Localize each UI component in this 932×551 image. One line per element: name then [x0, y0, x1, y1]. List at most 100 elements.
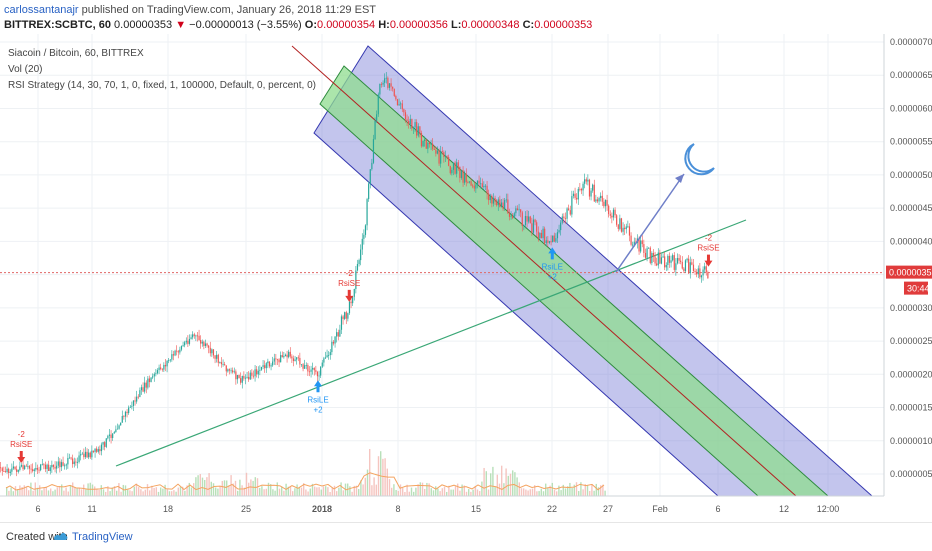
candle-body: [449, 165, 451, 174]
candle-body: [630, 235, 632, 245]
volume-bar: [292, 491, 294, 496]
volume-bar: [69, 485, 72, 496]
volume-bar: [61, 484, 63, 496]
candle-body: [204, 343, 207, 346]
candle-body: [0, 467, 2, 469]
volume-bar: [571, 488, 573, 496]
sell-arrow-icon: [345, 289, 354, 302]
current-price-label: 0.00000353: [889, 268, 932, 278]
volume-bar: [355, 485, 358, 496]
candle-body: [648, 247, 650, 249]
volume-bar: [193, 483, 195, 496]
candle-body: [443, 152, 445, 157]
buy-arrow-icon: [314, 380, 322, 393]
candle-body: [376, 114, 378, 121]
volume-bar: [19, 485, 21, 496]
price-chart[interactable]: RsiLERsiSE-2RsiLE+2RsiSE-2RsiLE+2RsiSE-2…: [0, 34, 932, 522]
volume-bar: [6, 487, 8, 496]
candle-body: [532, 219, 535, 233]
volume-bar: [39, 485, 41, 496]
candle-body: [256, 369, 258, 375]
candle-body: [27, 466, 29, 467]
volume-bar: [311, 483, 314, 496]
candle-body: [187, 340, 189, 344]
candle-body: [155, 373, 157, 375]
volume-bar: [340, 482, 342, 496]
down-arrow-icon: ▼: [175, 19, 187, 31]
volume-bar: [230, 475, 232, 496]
candle-body: [99, 449, 101, 452]
candle-body: [177, 351, 179, 353]
candle-body: [296, 357, 298, 360]
candle-body: [502, 202, 504, 209]
candle-body: [388, 83, 391, 88]
candle-body: [129, 406, 131, 408]
volume-bar: [446, 491, 448, 496]
candle-body: [68, 457, 71, 459]
candle-body: [416, 122, 418, 136]
volume-bar: [408, 491, 410, 496]
candle-body: [448, 157, 450, 166]
strategy-legend: RSI Strategy (14, 30, 70, 1, 0, fixed, 1…: [8, 80, 316, 91]
volume-bar: [505, 468, 507, 496]
candle-body: [56, 465, 58, 469]
candle-body: [235, 371, 237, 380]
candle-body: [467, 182, 469, 183]
volume-bar: [254, 477, 256, 496]
volume-bar: [113, 486, 116, 496]
volume-bar: [217, 488, 219, 496]
volume-bar: [215, 487, 217, 496]
candle-body: [310, 369, 312, 372]
volume-bar: [419, 482, 421, 496]
candle-body: [153, 373, 155, 377]
candle-body: [435, 149, 437, 154]
volume-bar: [28, 490, 30, 496]
volume-bar: [296, 484, 298, 496]
volume-bar: [604, 490, 606, 496]
candle-body: [243, 375, 245, 379]
candle-body: [422, 140, 424, 147]
tradingview-brand-link[interactable]: TradingView: [72, 531, 133, 543]
volume-bar: [325, 486, 327, 496]
price-tick-label: 0.00000050: [890, 469, 932, 479]
candle-body: [92, 450, 95, 452]
volume-bar: [270, 484, 272, 496]
candle-body: [233, 371, 235, 373]
candle-body: [363, 234, 365, 239]
volume-bar: [287, 486, 289, 496]
candle-body: [216, 354, 218, 359]
candle-body: [24, 465, 26, 470]
volume-bar: [261, 486, 263, 496]
candle-body: [646, 248, 648, 258]
candle-body: [385, 77, 387, 79]
volume-bar: [402, 488, 404, 496]
candle-body: [384, 78, 386, 83]
author-link[interactable]: carlossantanajr: [4, 4, 79, 16]
volume-bar: [593, 490, 595, 496]
candle-body: [614, 209, 616, 216]
candle-body: [542, 228, 544, 239]
candle-body: [144, 382, 146, 392]
candle-body: [492, 197, 495, 204]
candle-body: [590, 190, 592, 197]
volume-bar: [503, 483, 505, 496]
candle-body: [120, 422, 122, 426]
candle-body: [633, 241, 635, 245]
volume-bar: [212, 483, 215, 496]
candle-body: [476, 180, 479, 185]
candle-body: [688, 258, 690, 274]
candle-body: [195, 335, 197, 337]
candle-body: [465, 173, 467, 183]
candle-body: [169, 359, 171, 361]
volume-bar: [452, 489, 454, 496]
candle-body: [355, 270, 357, 290]
volume-bar: [276, 482, 278, 496]
candle-body: [300, 364, 303, 366]
volume-bar: [232, 483, 234, 496]
candle-body: [401, 103, 403, 110]
candle-body: [424, 139, 426, 141]
candle-body: [569, 210, 571, 215]
candle-body: [252, 375, 255, 377]
